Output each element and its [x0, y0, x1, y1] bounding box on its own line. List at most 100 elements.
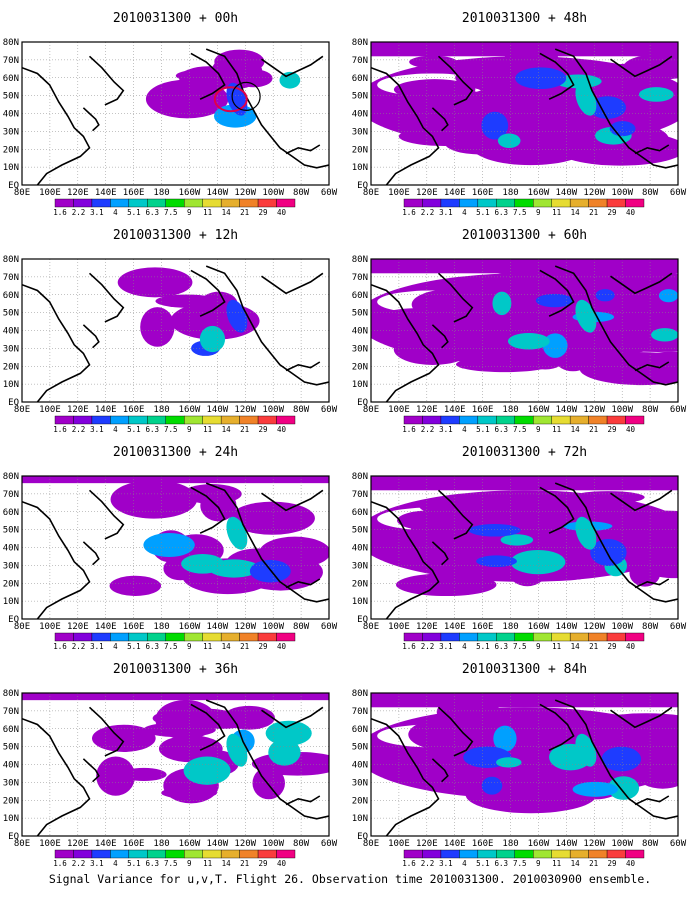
lon-tick-label: 160E — [123, 839, 145, 849]
panel-title: 2010031300 + 00h — [113, 11, 238, 26]
lat-tick-label: 10N — [352, 163, 368, 173]
colorbar-label: 40 — [626, 425, 636, 434]
colorbar-label: 3.1 — [90, 859, 104, 868]
lon-tick-label: 100E — [388, 188, 410, 198]
colorbar-swatch — [202, 198, 222, 208]
colorbar-label: 40 — [626, 208, 636, 217]
colorbar: 1.6 2.2 3.1 4 5.1 6.3 7.5 9 11 14 21 29 40 — [402, 632, 645, 651]
lon-tick-label: 140W — [207, 839, 229, 849]
colorbar-label: 9 — [187, 859, 192, 868]
colorbar-label: 5.1 — [127, 425, 141, 434]
lon-tick-label: 100W — [262, 839, 284, 849]
colorbar-swatch — [110, 849, 130, 859]
lon-tick-label: 80W — [293, 188, 310, 198]
colorbar-label: 3.1 — [439, 208, 453, 217]
colorbar-label: 40 — [626, 642, 636, 651]
lat-tick-label: 60N — [352, 74, 368, 84]
colorbar-swatch — [91, 415, 111, 425]
lat-tick-label: 10N — [3, 597, 19, 607]
colorbar-label: 1.6 — [402, 859, 416, 868]
lat-tick-label: EQ — [357, 832, 368, 842]
colorbar-swatch — [403, 415, 423, 425]
lon-tick-label: 100W — [262, 405, 284, 415]
colorbar-swatch — [54, 849, 74, 859]
colorbar-label: 1.6 — [402, 642, 416, 651]
lon-tick-label: 140E — [444, 188, 466, 198]
colorbar-swatch — [165, 849, 185, 859]
colorbar-swatch — [276, 198, 296, 208]
colorbar-swatch — [54, 632, 74, 642]
lat-tick-label: 80N — [352, 689, 368, 699]
lat-tick-label: 60N — [3, 508, 19, 518]
colorbar-swatch — [202, 415, 222, 425]
colorbar-label: 7.5 — [164, 642, 178, 651]
lon-tick-label: 160E — [472, 839, 494, 849]
colorbar-label: 6.3 — [146, 859, 160, 868]
lat-tick-label: 30N — [3, 778, 19, 788]
lon-tick-label: 120W — [234, 188, 256, 198]
lat-tick-label: EQ — [8, 398, 19, 408]
colorbar-label: 9 — [536, 642, 541, 651]
map-frame — [21, 258, 330, 403]
lat-tick-label: 20N — [352, 145, 368, 155]
colorbar-swatch — [533, 198, 552, 208]
lat-tick-label: 30N — [352, 127, 368, 137]
lon-tick-label: 140E — [444, 405, 466, 415]
colorbar-swatch — [239, 632, 259, 642]
lon-tick-label: 80E — [363, 622, 379, 632]
colorbar-label: 2.2 — [421, 642, 435, 651]
lon-tick-label: 100W — [611, 188, 633, 198]
lon-tick-label: 160E — [123, 405, 145, 415]
lon-tick-label: 140W — [207, 188, 229, 198]
colorbar-label: 9 — [536, 425, 541, 434]
colorbar-swatch — [110, 632, 130, 642]
lat-tick-label: 70N — [3, 273, 19, 283]
coastlines — [22, 482, 329, 619]
lon-tick-label: 80W — [293, 622, 310, 632]
colorbar-swatch — [403, 849, 423, 859]
colorbar-swatch — [533, 415, 552, 425]
grid-lines — [22, 42, 329, 185]
colorbar-swatch — [588, 632, 608, 642]
lon-tick-label: 120E — [416, 405, 438, 415]
colorbar-swatch — [551, 415, 571, 425]
lat-tick-label: 30N — [352, 344, 368, 354]
lon-tick-label: 120W — [583, 405, 605, 415]
colorbar-swatch — [459, 198, 479, 208]
colorbar-label: 40 — [277, 208, 287, 217]
lat-tick-label: 50N — [3, 526, 19, 536]
colorbar-swatch — [440, 849, 460, 859]
colorbar-swatch — [128, 198, 148, 208]
lat-tick-label: 10N — [352, 597, 368, 607]
colorbar-label: 3.1 — [90, 642, 104, 651]
lon-tick-label: 120W — [234, 839, 256, 849]
lon-tick-label: 60W — [670, 622, 687, 632]
colorbar-swatch — [220, 415, 240, 425]
lat-tick-label: 40N — [3, 110, 19, 120]
lat-tick-label: 10N — [3, 163, 19, 173]
lat-tick-label: EQ — [357, 398, 368, 408]
colorbar-swatch — [257, 415, 277, 425]
lon-tick-label: 80W — [642, 405, 659, 415]
panel-title: 2010031300 + 84h — [462, 662, 587, 677]
variance-field — [22, 476, 329, 596]
lat-tick-label: 50N — [352, 526, 368, 536]
colorbar-swatch — [440, 198, 460, 208]
lon-tick-label: 120W — [234, 622, 256, 632]
colorbar-swatch — [257, 632, 277, 642]
lon-tick-label: 160E — [472, 405, 494, 415]
lon-tick-label: 100W — [611, 839, 633, 849]
colorbar-label: 9 — [187, 425, 192, 434]
colorbar-swatch — [625, 849, 645, 859]
lat-tick-label: 50N — [3, 743, 19, 753]
colorbar-label: 2.2 — [421, 859, 435, 868]
lon-tick-label: 60W — [321, 188, 338, 198]
lat-tick-label: 40N — [3, 761, 19, 771]
lon-tick-label: 80E — [363, 188, 379, 198]
lon-tick-label: 100E — [388, 622, 410, 632]
colorbar-label: 9 — [187, 642, 192, 651]
colorbar-label: 11 — [203, 208, 212, 217]
map-panel: 2010031300 + 72h EQ 10N 20N 30N 40N 50N 60N 70N 8… — [352, 445, 687, 651]
lat-tick-label: 20N — [352, 362, 368, 372]
lon-tick-label: 180 — [153, 188, 169, 198]
